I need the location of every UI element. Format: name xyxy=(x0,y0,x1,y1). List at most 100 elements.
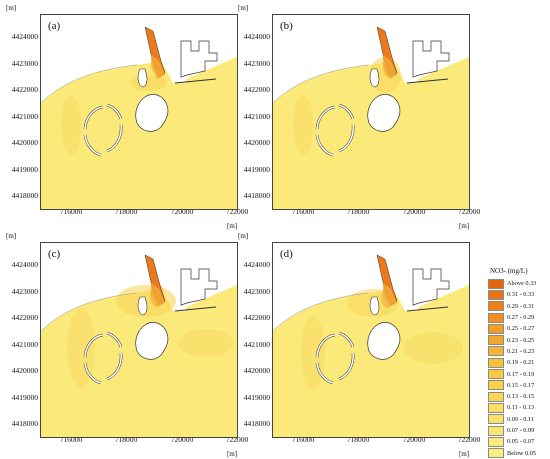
east-breakwater xyxy=(174,78,217,84)
x-tick-label: 716000 xyxy=(291,207,315,216)
legend-swatch xyxy=(488,357,504,368)
ring-segment xyxy=(84,134,102,156)
legend-item: 0.11 - 0.13 xyxy=(488,402,550,413)
ring-segment xyxy=(338,104,354,120)
x-tick-label: 722000 xyxy=(457,207,481,216)
legend-item: 0.31 - 0.33 xyxy=(488,289,550,300)
legend-item: 0.13 - 0.15 xyxy=(488,391,550,402)
legend-label: Above 0.33 xyxy=(507,280,537,288)
map-plot-area xyxy=(40,14,238,210)
legend-swatch xyxy=(488,335,504,346)
ring-segment xyxy=(84,334,104,358)
legend-item: 0.07 - 0.09 xyxy=(488,425,550,436)
sea-area xyxy=(273,61,469,209)
y-tick-label: 4420000 xyxy=(243,138,270,147)
legend-swatch xyxy=(488,323,504,334)
x-tick-label: 718000 xyxy=(114,207,138,216)
port-structure xyxy=(180,268,218,306)
map-panel: [m] [m] 4424000 4423000 4422000 4421000 442000… xyxy=(232,228,482,458)
breakwater-west xyxy=(137,296,148,316)
x-tick-label: 716000 xyxy=(59,207,83,216)
legend-swatch xyxy=(488,391,504,402)
x-unit-label: [m] xyxy=(227,450,238,458)
y-tick-label: 4418000 xyxy=(11,419,38,428)
legend-item: 0.17 - 0.19 xyxy=(488,368,550,380)
x-tick-label: 722000 xyxy=(225,207,249,216)
panel-label: (c) xyxy=(48,248,61,260)
x-tick-label: 716000 xyxy=(59,435,83,444)
legend-swatch xyxy=(488,312,504,323)
legend-title: NO3- (mg/L) xyxy=(490,267,528,275)
legend-label: 0.17 - 0.19 xyxy=(507,370,535,378)
concentration-patch xyxy=(178,329,234,357)
legend: NO3- (mg/L) Above 0.33 0.31 - 0.33 0.29 - … xyxy=(488,267,550,459)
ring-segment xyxy=(84,106,104,130)
x-unit-label: [m] xyxy=(227,222,238,230)
legend-item: 0.21 - 0.23 xyxy=(488,346,550,357)
breakwater-west xyxy=(369,296,380,316)
y-tick-label: 4419000 xyxy=(11,165,38,174)
island xyxy=(367,322,401,360)
concentration-patch xyxy=(131,75,167,91)
east-breakwater xyxy=(406,306,449,312)
y-tick-label: 4420000 xyxy=(243,366,270,375)
x-tick-label: 722000 xyxy=(225,435,249,444)
coastline xyxy=(41,64,138,104)
legend-item: 0.19 - 0.21 xyxy=(488,357,550,368)
legend-item: 0.25 - 0.27 xyxy=(488,323,550,334)
legend-label: 0.09 - 0.11 xyxy=(507,415,535,423)
legend-swatch xyxy=(488,369,504,380)
river-mouth-plume xyxy=(151,55,165,79)
y-tick-label: 4424000 xyxy=(243,260,270,269)
sea-area xyxy=(41,61,237,209)
concentration-patch xyxy=(67,308,95,388)
ring-segment xyxy=(338,124,354,152)
legend-swatch xyxy=(488,346,504,357)
concentration-patch xyxy=(61,95,81,155)
legend-swatch xyxy=(488,380,504,391)
breakwater-west xyxy=(369,68,380,88)
legend-item: 0.05 - 0.07 xyxy=(488,436,550,447)
y-unit-label: [m] xyxy=(238,232,249,240)
legend-label: 0.25 - 0.27 xyxy=(507,325,535,333)
y-tick-label: 4420000 xyxy=(11,366,38,375)
map-svg xyxy=(273,243,469,437)
port-structure xyxy=(180,40,218,78)
coastline xyxy=(273,292,370,332)
ring-segment xyxy=(84,362,102,384)
legend-swatch xyxy=(488,436,504,447)
ring-segment xyxy=(338,352,354,380)
x-unit-label: [m] xyxy=(459,222,470,230)
legend-label: 0.27 - 0.29 xyxy=(507,314,535,322)
offshore-rings-fill xyxy=(84,104,122,156)
y-tick-label: 4423000 xyxy=(11,59,38,68)
legend-item: 0.15 - 0.17 xyxy=(488,380,550,391)
legend-label: 0.23 - 0.25 xyxy=(507,336,535,344)
y-unit-label: [m] xyxy=(6,232,17,240)
river-mouth-plume xyxy=(383,55,397,79)
x-tick-label: 720000 xyxy=(170,207,194,216)
sea-area-ne xyxy=(418,57,469,79)
coastline xyxy=(273,64,370,104)
x-tick-label: 720000 xyxy=(402,207,426,216)
ring-segment xyxy=(106,332,122,348)
coastline xyxy=(41,292,138,332)
x-tick-label: 720000 xyxy=(170,435,194,444)
legend-item: Above 0.33 xyxy=(488,278,550,289)
map-panel: [m] [m] 4424000 4423000 4422000 4421000 442000… xyxy=(0,228,250,458)
map-panel: [m] [m] 4424000 4423000 4422000 4421000 442000… xyxy=(0,0,250,230)
legend-label: 0.19 - 0.21 xyxy=(507,359,535,367)
legend-swatch xyxy=(488,289,504,300)
offshore-rings-fill xyxy=(84,332,122,384)
legend-swatch xyxy=(488,301,504,312)
legend-label: 0.29 - 0.31 xyxy=(507,302,535,310)
sea-area-ne xyxy=(186,285,237,307)
y-tick-label: 4418000 xyxy=(11,191,38,200)
concentration-patch xyxy=(301,315,325,391)
y-tick-label: 4422000 xyxy=(243,85,270,94)
concentration-patch xyxy=(293,95,313,155)
y-tick-label: 4423000 xyxy=(11,287,38,296)
map-svg xyxy=(41,243,237,437)
ring-segment xyxy=(316,334,336,358)
y-tick-label: 4423000 xyxy=(243,59,270,68)
